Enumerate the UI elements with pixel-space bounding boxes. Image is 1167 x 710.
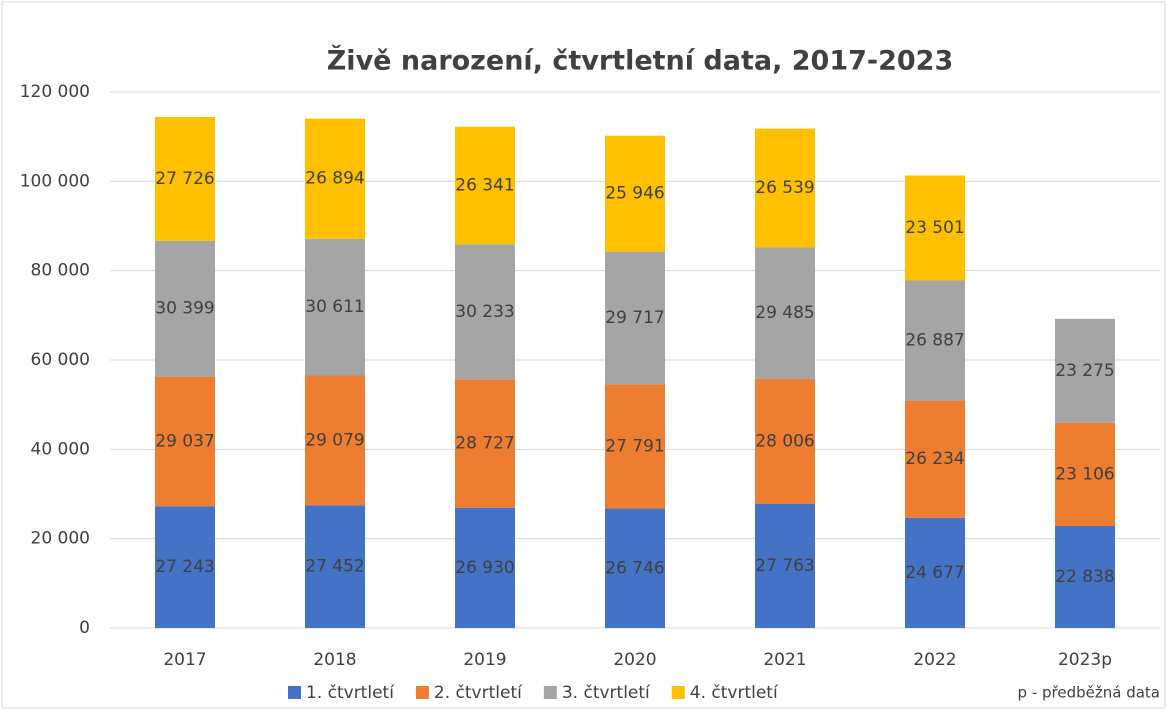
x-tick-label: 2022: [913, 650, 956, 670]
bar-segment: [1055, 422, 1115, 526]
chart-title: Živě narození, čtvrtletní data, 2017-202…: [327, 45, 954, 77]
data-label: 24 677: [905, 563, 964, 583]
y-tick-label: 80 000: [31, 261, 90, 281]
data-label: 29 037: [155, 431, 214, 451]
x-tick-label: 2019: [463, 650, 506, 670]
bar-segment: [455, 507, 515, 628]
data-label: 30 399: [155, 299, 214, 319]
bar-segment: [305, 118, 365, 239]
data-label: 30 233: [455, 302, 514, 322]
bar-segment: [155, 116, 215, 241]
y-tick-label: 0: [79, 618, 90, 638]
data-label: 25 946: [605, 184, 664, 204]
y-tick-label: 20 000: [31, 529, 90, 549]
bar-segment: [1055, 525, 1115, 628]
data-label: 26 894: [305, 169, 364, 189]
data-label: 29 079: [305, 430, 364, 450]
legend-label: 4. čtvrtletí: [690, 683, 779, 703]
legend-label: 2. čtvrtletí: [434, 683, 523, 703]
data-label: 26 234: [905, 449, 964, 469]
y-tick-label: 40 000: [31, 439, 90, 459]
data-label: 26 746: [605, 558, 664, 578]
bar-segment: [755, 503, 815, 628]
data-label: 26 539: [755, 178, 814, 198]
bar-segment: [305, 238, 365, 376]
data-label: 28 727: [455, 434, 514, 454]
data-label: 27 452: [305, 557, 364, 577]
bar-segment: [905, 175, 965, 281]
bar-segment: [155, 506, 215, 628]
legend-swatch: [671, 686, 685, 699]
data-label: 22 838: [1055, 567, 1114, 587]
footnote: p - předběžná data: [1018, 684, 1160, 702]
bar-segment: [605, 251, 665, 385]
bar-segment: [155, 240, 215, 377]
data-label: 26 930: [455, 558, 514, 578]
bar-segment: [455, 379, 515, 508]
y-tick-label: 60 000: [31, 350, 90, 370]
x-tick-label: 2017: [163, 650, 206, 670]
bar-segment: [605, 508, 665, 628]
data-label: 29 717: [605, 308, 664, 328]
data-label: 28 006: [755, 431, 814, 451]
bar-segment: [905, 517, 965, 628]
y-tick-label: 120 000: [20, 82, 90, 102]
bar-segment: [905, 400, 965, 518]
data-label: 30 611: [305, 297, 364, 317]
bar-segment: [605, 135, 665, 252]
y-tick-label: 100 000: [20, 171, 90, 191]
bar-segment: [755, 247, 815, 379]
data-label: 26 887: [905, 331, 964, 351]
data-label: 27 791: [605, 436, 664, 456]
bar-segment: [755, 128, 815, 248]
legend-swatch: [288, 686, 301, 699]
legend-swatch: [543, 686, 557, 699]
bar-segment: [305, 505, 365, 628]
x-tick-label: 2023p: [1058, 650, 1112, 670]
bar-segment: [455, 244, 515, 380]
data-label: 23 501: [905, 218, 964, 238]
bar-segment: [305, 375, 365, 506]
bar-segment: [605, 384, 665, 509]
bar-segment: [455, 126, 515, 245]
data-label: 26 341: [455, 176, 514, 196]
data-label: 27 243: [155, 557, 214, 577]
x-tick-label: 2020: [613, 650, 656, 670]
x-tick-label: 2021: [763, 650, 806, 670]
data-label: 27 763: [755, 556, 814, 576]
bar-segment: [755, 378, 815, 504]
legend-label: 3. čtvrtletí: [562, 683, 651, 703]
bar-segment: [1055, 318, 1115, 423]
legend-swatch: [415, 686, 429, 699]
data-label: 23 275: [1055, 361, 1114, 381]
data-label: 29 485: [755, 303, 814, 323]
bar-segment: [155, 376, 215, 507]
data-label: 23 106: [1055, 464, 1114, 484]
data-label: 27 726: [155, 169, 214, 189]
legend-label: 1. čtvrtletí: [306, 683, 395, 703]
x-tick-label: 2018: [313, 650, 356, 670]
bar-segment: [905, 280, 965, 401]
